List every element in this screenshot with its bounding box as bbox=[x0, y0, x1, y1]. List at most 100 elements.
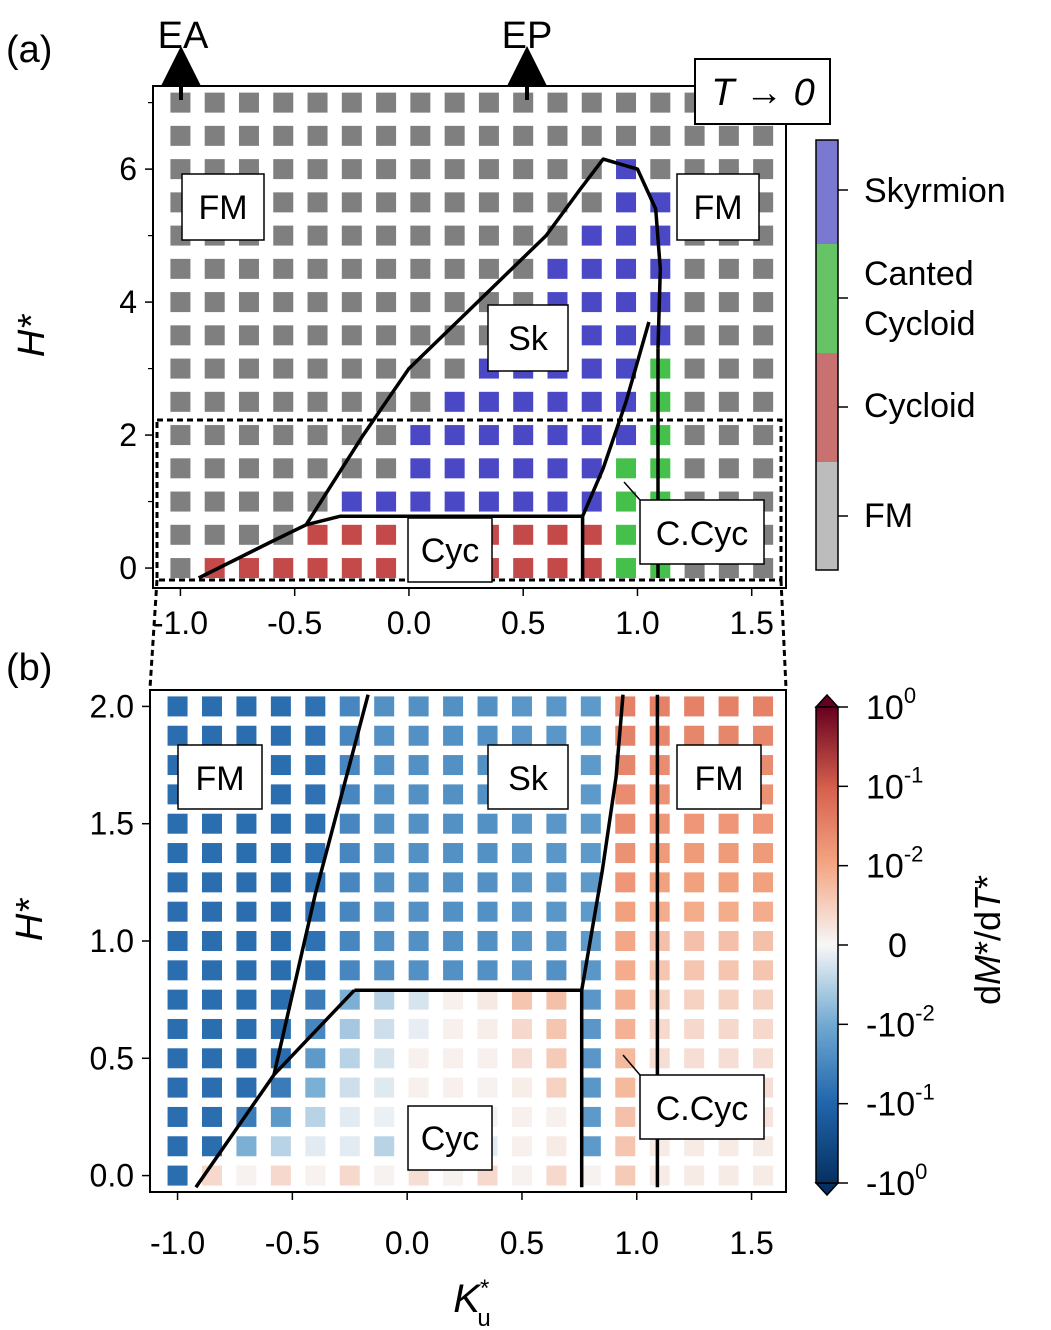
x-tick-label: 0.5 bbox=[501, 605, 545, 641]
cell-fm bbox=[684, 358, 705, 379]
cell-fm bbox=[376, 225, 397, 246]
x-tick-label: 0.0 bbox=[387, 605, 431, 641]
value-cell bbox=[305, 755, 326, 776]
value-cell bbox=[339, 813, 360, 834]
value-cell bbox=[684, 1165, 705, 1186]
cell-cycloid bbox=[547, 558, 568, 579]
cell-skyrmion bbox=[581, 325, 602, 346]
value-cell bbox=[236, 989, 257, 1010]
cell-fm bbox=[273, 225, 294, 246]
boundary-fm-cycloid bbox=[194, 989, 356, 1189]
value-cell bbox=[546, 1136, 567, 1157]
value-cell bbox=[753, 1018, 774, 1039]
value-cell bbox=[753, 725, 774, 746]
value-cell bbox=[649, 872, 670, 893]
value-cell bbox=[615, 843, 636, 864]
value-cell bbox=[615, 755, 636, 776]
cell-fm bbox=[307, 225, 328, 246]
value-cell bbox=[718, 960, 739, 981]
value-cell bbox=[305, 1106, 326, 1127]
b-phase-label-cyc: Cyc bbox=[407, 1105, 493, 1171]
cell-fm bbox=[307, 92, 328, 113]
value-cell bbox=[408, 1018, 429, 1039]
b-phase-label-fm-right: FM bbox=[676, 744, 762, 810]
value-cell bbox=[408, 901, 429, 922]
cell-fm bbox=[238, 425, 259, 446]
value-cell bbox=[167, 872, 188, 893]
value-cell bbox=[615, 813, 636, 834]
cell-skyrmion bbox=[547, 391, 568, 412]
cell-fm bbox=[341, 358, 362, 379]
value-cell bbox=[236, 1018, 257, 1039]
value-cell bbox=[684, 1048, 705, 1069]
cell-fm bbox=[650, 159, 671, 180]
cell-fm bbox=[684, 391, 705, 412]
cell-fm bbox=[204, 425, 225, 446]
panel-a-boundaries bbox=[197, 157, 663, 582]
value-cell bbox=[753, 960, 774, 981]
cell-fm bbox=[376, 192, 397, 213]
value-cell bbox=[374, 1165, 395, 1186]
cell-fm bbox=[307, 292, 328, 313]
value-cell bbox=[443, 843, 464, 864]
value-cell bbox=[201, 843, 222, 864]
cell-fm bbox=[341, 159, 362, 180]
cell-fm bbox=[444, 325, 465, 346]
cell-fm bbox=[170, 258, 191, 279]
cell-fm bbox=[718, 292, 739, 313]
cell-skyrmion bbox=[410, 491, 431, 512]
value-cell bbox=[201, 960, 222, 981]
value-cell bbox=[615, 696, 636, 717]
cell-fm bbox=[170, 325, 191, 346]
value-cell bbox=[684, 725, 705, 746]
cell-fm bbox=[238, 125, 259, 146]
value-cell bbox=[649, 1136, 670, 1157]
value-cell bbox=[236, 960, 257, 981]
cell-fm bbox=[307, 458, 328, 479]
cell-fm bbox=[204, 125, 225, 146]
value-cell bbox=[201, 872, 222, 893]
value-cell bbox=[201, 1077, 222, 1098]
value-cell bbox=[236, 1077, 257, 1098]
value-cell bbox=[718, 901, 739, 922]
x-tick-label: -1.0 bbox=[153, 605, 208, 641]
cell-fm bbox=[170, 524, 191, 545]
panel-a-cells bbox=[170, 92, 774, 579]
value-cell bbox=[339, 989, 360, 1010]
value-cell bbox=[408, 989, 429, 1010]
value-cell bbox=[339, 843, 360, 864]
value-cell bbox=[649, 755, 670, 776]
value-cell bbox=[477, 931, 498, 951]
value-cell bbox=[684, 696, 705, 717]
value-cell bbox=[477, 843, 498, 864]
value-cell bbox=[546, 1048, 567, 1069]
svg-text:Cyc: Cyc bbox=[421, 1120, 480, 1158]
value-cell bbox=[374, 931, 395, 951]
cell-canted-cycloid bbox=[616, 458, 637, 479]
value-cell bbox=[753, 1136, 774, 1157]
temperature-box bbox=[694, 58, 831, 125]
colorbar-cycloid bbox=[816, 353, 838, 462]
value-cell bbox=[374, 989, 395, 1010]
cell-fm bbox=[273, 192, 294, 213]
value-cell bbox=[718, 725, 739, 746]
cell-fm bbox=[718, 425, 739, 446]
cell-skyrmion bbox=[478, 491, 499, 512]
value-cell bbox=[443, 813, 464, 834]
value-cell bbox=[649, 696, 670, 717]
cell-fm bbox=[547, 92, 568, 113]
cell-fm bbox=[581, 192, 602, 213]
cell-fm bbox=[307, 358, 328, 379]
cell-fm bbox=[684, 425, 705, 446]
value-colorbar bbox=[814, 693, 840, 1197]
cell-skyrmion bbox=[513, 425, 534, 446]
value-cell bbox=[270, 931, 291, 951]
value-cell bbox=[201, 1018, 222, 1039]
value-cell bbox=[511, 901, 532, 922]
cell-fm bbox=[718, 125, 739, 146]
value-cell bbox=[374, 1077, 395, 1098]
boundary-fm-skyrmion bbox=[272, 694, 370, 1076]
cell-skyrmion bbox=[410, 458, 431, 479]
value-cell bbox=[753, 813, 774, 834]
